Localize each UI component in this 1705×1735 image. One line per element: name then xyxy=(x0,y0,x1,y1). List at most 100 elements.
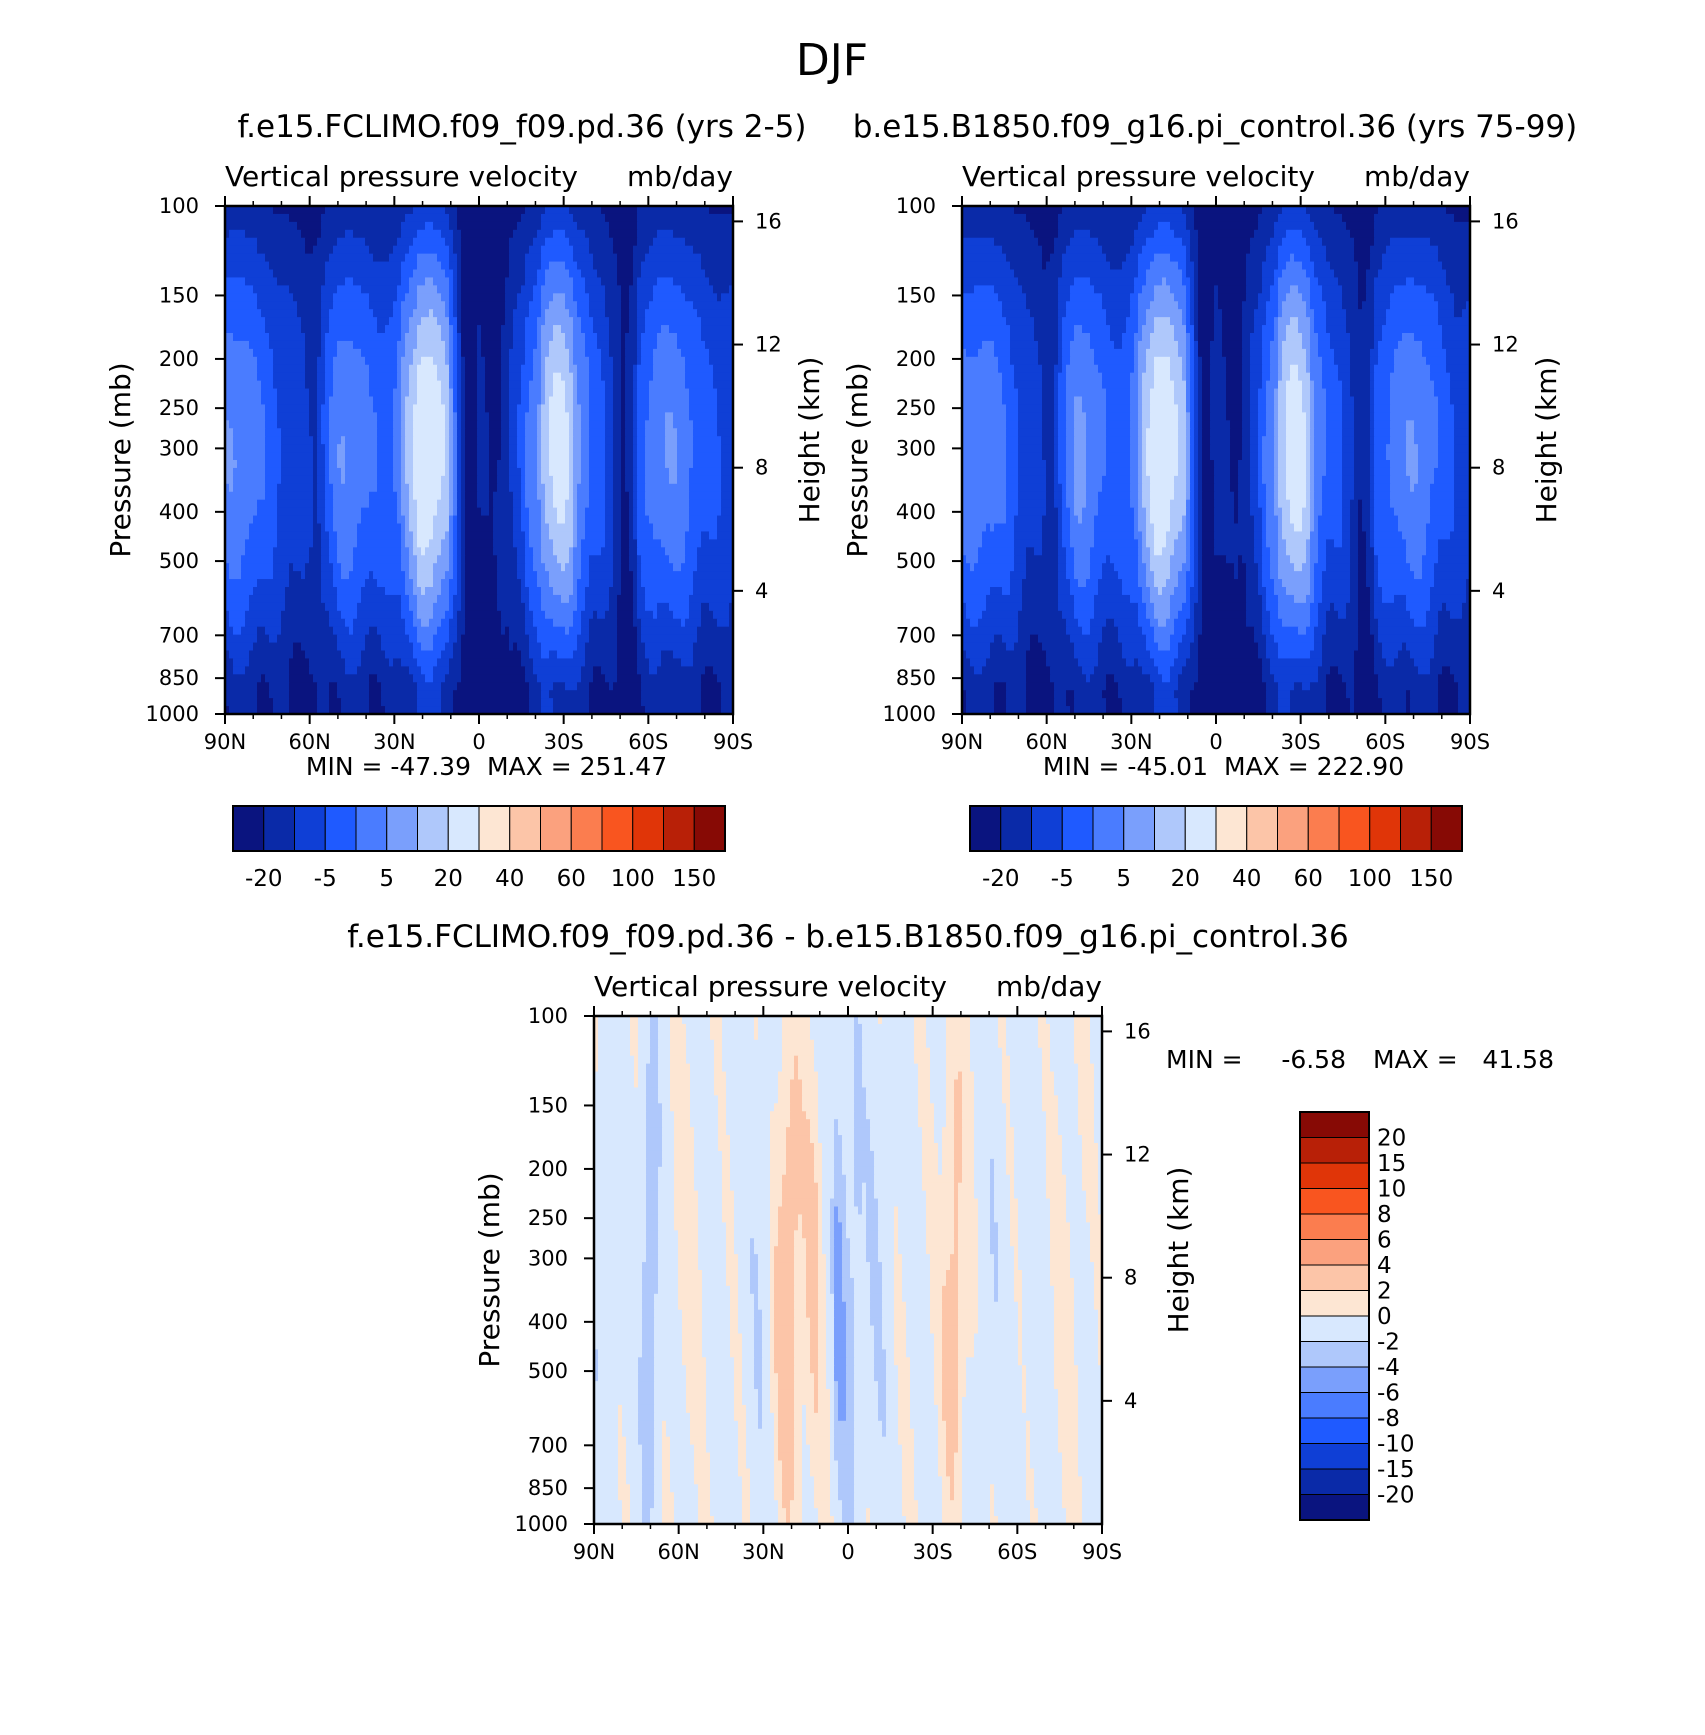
contour-cell xyxy=(1006,317,1035,326)
contour-cell xyxy=(1018,420,1043,429)
contour-cell xyxy=(525,563,534,572)
contour-cell xyxy=(329,618,346,628)
contour-cell xyxy=(633,515,638,525)
contour-cell xyxy=(1178,682,1195,691)
contour-cell xyxy=(273,555,310,564)
contour-cell xyxy=(1078,618,1091,628)
contour-cell xyxy=(1042,1079,1055,1089)
contour-cell xyxy=(990,523,995,533)
contour-cell xyxy=(273,269,326,279)
contour-cell xyxy=(1442,333,1471,342)
contour-cell xyxy=(489,444,502,453)
contour-cell xyxy=(657,602,670,612)
contour-cell xyxy=(1154,602,1171,612)
contour-cell xyxy=(1278,285,1291,294)
contour-cell xyxy=(1178,531,1187,540)
contour-cell xyxy=(1214,285,1219,294)
contour-cell xyxy=(225,626,234,636)
contour-cell xyxy=(501,452,510,461)
colorbar-box xyxy=(969,805,1002,852)
contour-cell xyxy=(1230,428,1243,437)
contour-cell xyxy=(722,1016,755,1025)
contour-cell xyxy=(1134,237,1147,247)
contour-cell xyxy=(1390,404,1439,413)
contour-cell xyxy=(1370,587,1375,596)
contour-cell xyxy=(457,579,462,588)
contour-cell xyxy=(1198,475,1203,485)
contour-cell xyxy=(541,444,550,453)
contour-cell xyxy=(1006,1023,1039,1033)
contour-cell xyxy=(1438,682,1459,691)
contour-cell xyxy=(1174,626,1187,636)
contour-cell xyxy=(758,1016,783,1025)
contour-cell xyxy=(225,364,258,374)
contour-cell xyxy=(281,452,314,461)
contour-cell xyxy=(1182,206,1195,215)
contour-cell xyxy=(962,1135,975,1144)
contour-cell xyxy=(1010,1095,1043,1104)
contour-cell xyxy=(417,325,442,334)
contour-cell xyxy=(265,674,290,683)
contour-cell xyxy=(521,650,530,660)
contour-cell xyxy=(277,491,314,501)
contour-cell xyxy=(409,571,418,580)
contour-cell xyxy=(1186,555,1191,564)
contour-cell xyxy=(1430,483,1455,493)
contour-cell xyxy=(537,325,542,334)
contour-cell xyxy=(545,364,570,374)
contour-cell xyxy=(553,706,590,715)
contour-cell xyxy=(814,1158,823,1168)
contour-cell xyxy=(1310,444,1315,453)
contour-cell xyxy=(317,682,330,691)
contour-cell xyxy=(633,428,638,437)
contour-cell xyxy=(1178,436,1187,445)
contour-cell xyxy=(265,436,282,445)
contour-cell xyxy=(1358,269,1367,279)
contour-cell xyxy=(413,460,446,469)
contour-cell xyxy=(633,460,638,469)
contour-cell xyxy=(517,571,526,580)
contour-cell xyxy=(1250,420,1259,429)
contour-cell xyxy=(1074,396,1083,406)
contour-cell xyxy=(321,317,330,326)
contour-cell xyxy=(225,333,234,342)
contour-cell xyxy=(1266,396,1275,406)
contour-cell xyxy=(1274,444,1279,453)
contour-cell xyxy=(309,412,318,421)
contour-cell xyxy=(445,460,450,469)
contour-cell xyxy=(1266,706,1279,715)
contour-cell xyxy=(613,539,622,548)
contour-cell xyxy=(325,467,330,477)
contour-cell xyxy=(1394,356,1427,366)
contour-cell xyxy=(281,626,334,636)
contour-cell xyxy=(541,301,550,310)
contour-cell xyxy=(862,1055,915,1065)
contour-cell xyxy=(257,245,306,255)
contour-cell xyxy=(1306,206,1335,215)
contour-cell xyxy=(1278,539,1287,548)
contour-cell xyxy=(449,491,454,501)
contour-cell xyxy=(1262,539,1267,548)
contour-cell xyxy=(722,1039,783,1049)
contour-cell xyxy=(1382,642,1403,652)
contour-cell xyxy=(1146,309,1183,318)
contour-cell xyxy=(345,277,354,286)
contour-cell xyxy=(1058,563,1067,572)
contour-cell xyxy=(633,412,638,421)
contour-cell xyxy=(1346,690,1355,699)
contour-cell xyxy=(1082,1174,1099,1184)
contour-cell xyxy=(1250,475,1259,485)
contour-cell xyxy=(1082,1158,1099,1168)
contour-cell xyxy=(329,253,374,263)
contour-cell xyxy=(433,563,450,572)
contour-cell xyxy=(1274,587,1287,596)
contour-cell xyxy=(277,499,314,509)
contour-cell xyxy=(1058,579,1071,588)
contour-cell xyxy=(377,452,394,461)
contour-cell xyxy=(497,579,522,588)
contour-cell xyxy=(233,467,266,477)
contour-cell xyxy=(1002,1079,1011,1089)
contour-cell xyxy=(1146,356,1155,366)
contour-cell xyxy=(461,460,466,469)
contour-cell xyxy=(1190,364,1195,374)
